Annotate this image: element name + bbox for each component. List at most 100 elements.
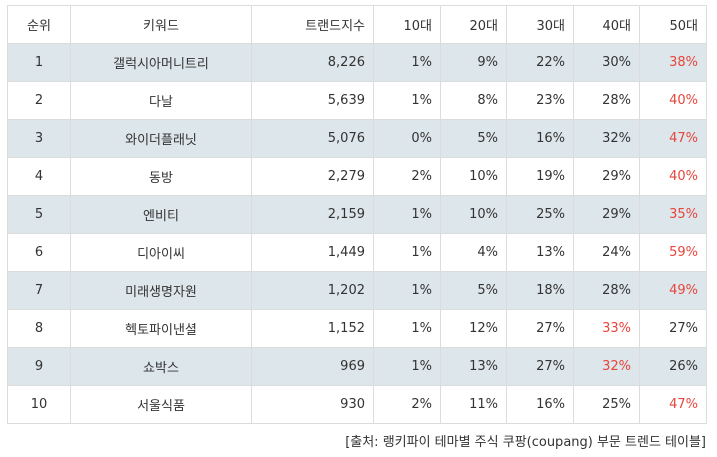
cell-age-30s: 25% [506,195,574,234]
cell-keyword: 엔비티 [70,195,252,234]
cell-age-20s: 13% [440,347,507,386]
cell-rank: 1 [7,43,71,82]
cell-age-50s: 49% [639,271,707,310]
cell-keyword: 미래생명자원 [70,271,252,310]
cell-age-10s: 1% [373,81,441,120]
cell-age-50s: 27% [639,309,707,348]
cell-age-30s: 27% [506,347,574,386]
cell-keyword: 디아이씨 [70,233,252,272]
cell-rank: 9 [7,347,71,386]
cell-age-50s: 59% [639,233,707,272]
cell-age-10s: 1% [373,271,441,310]
cell-age-50s: 26% [639,347,707,386]
cell-age-30s: 18% [506,271,574,310]
cell-age-10s: 0% [373,119,441,158]
cell-rank: 4 [7,157,71,196]
cell-age-50s: 40% [639,157,707,196]
cell-age-10s: 2% [373,157,441,196]
header-age-10s: 10대 [373,5,441,44]
cell-age-20s: 5% [440,271,507,310]
cell-age-20s: 10% [440,195,507,234]
cell-rank: 6 [7,233,71,272]
cell-trend-index: 5,076 [251,119,374,158]
cell-rank: 7 [7,271,71,310]
cell-age-20s: 8% [440,81,507,120]
table-row: 5 엔비티 2,159 1% 10% 25% 29% 35% [7,195,707,234]
table-row: 2 다날 5,639 1% 8% 23% 28% 40% [7,81,707,120]
header-row: 순위 키워드 트랜드지수 10대 20대 30대 40대 50대 [7,5,707,44]
cell-keyword: 다날 [70,81,252,120]
cell-rank: 2 [7,81,71,120]
cell-age-10s: 1% [373,195,441,234]
cell-age-30s: 27% [506,309,574,348]
cell-rank: 8 [7,309,71,348]
cell-age-10s: 1% [373,43,441,82]
cell-age-30s: 19% [506,157,574,196]
header-age-40s: 40대 [573,5,640,44]
cell-trend-index: 2,159 [251,195,374,234]
cell-age-20s: 10% [440,157,507,196]
cell-trend-index: 1,202 [251,271,374,310]
cell-rank: 3 [7,119,71,158]
table-header: 순위 키워드 트랜드지수 10대 20대 30대 40대 50대 [7,5,707,44]
cell-age-40s: 29% [573,157,640,196]
cell-age-10s: 1% [373,309,441,348]
cell-age-50s: 47% [639,119,707,158]
table-body: 1 갤럭시아머니트리 8,226 1% 9% 22% 30% 38% 2 다날 5,639 1% 8% 2… [7,43,707,424]
header-age-30s: 30대 [506,5,574,44]
cell-age-40s: 33% [573,309,640,348]
cell-age-10s: 1% [373,347,441,386]
cell-age-30s: 13% [506,233,574,272]
cell-keyword: 헥토파이낸셜 [70,309,252,348]
cell-age-20s: 12% [440,309,507,348]
table-row: 9 쇼박스 969 1% 13% 27% 32% 26% [7,347,707,386]
cell-age-40s: 32% [573,119,640,158]
cell-age-10s: 2% [373,385,441,424]
cell-age-20s: 5% [440,119,507,158]
cell-age-40s: 29% [573,195,640,234]
cell-age-50s: 38% [639,43,707,82]
cell-age-50s: 47% [639,385,707,424]
cell-trend-index: 5,639 [251,81,374,120]
cell-age-40s: 24% [573,233,640,272]
cell-rank: 10 [7,385,71,424]
table-row: 8 헥토파이낸셜 1,152 1% 12% 27% 33% 27% [7,309,707,348]
table-row: 1 갤럭시아머니트리 8,226 1% 9% 22% 30% 38% [7,43,707,82]
header-rank: 순위 [7,5,71,44]
trend-table: 순위 키워드 트랜드지수 10대 20대 30대 40대 50대 1 갤럭시아머니… [7,5,707,424]
cell-keyword: 동방 [70,157,252,196]
table-row: 7 미래생명자원 1,202 1% 5% 18% 28% 49% [7,271,707,310]
cell-age-20s: 11% [440,385,507,424]
source-caption: [출처: 랭키파이 테마별 주식 쿠팡(coupang) 부문 트렌드 테이블] [345,435,706,450]
cell-trend-index: 930 [251,385,374,424]
table-row: 10 서울식품 930 2% 11% 16% 25% 47% [7,385,707,424]
cell-age-20s: 9% [440,43,507,82]
cell-age-50s: 40% [639,81,707,120]
cell-age-40s: 25% [573,385,640,424]
cell-rank: 5 [7,195,71,234]
cell-keyword: 쇼박스 [70,347,252,386]
cell-trend-index: 1,449 [251,233,374,272]
cell-age-40s: 28% [573,81,640,120]
header-age-50s: 50대 [639,5,707,44]
header-age-20s: 20대 [440,5,507,44]
table-row: 3 와이더플래닛 5,076 0% 5% 16% 32% 47% [7,119,707,158]
cell-trend-index: 969 [251,347,374,386]
header-keyword: 키워드 [70,5,252,44]
table-row: 4 동방 2,279 2% 10% 19% 29% 40% [7,157,707,196]
cell-age-10s: 1% [373,233,441,272]
cell-keyword: 갤럭시아머니트리 [70,43,252,82]
cell-age-30s: 22% [506,43,574,82]
cell-trend-index: 1,152 [251,309,374,348]
cell-age-40s: 32% [573,347,640,386]
cell-keyword: 서울식품 [70,385,252,424]
cell-age-30s: 16% [506,385,574,424]
cell-age-40s: 30% [573,43,640,82]
cell-trend-index: 8,226 [251,43,374,82]
cell-age-50s: 35% [639,195,707,234]
cell-age-30s: 16% [506,119,574,158]
header-trend-index: 트랜드지수 [251,5,374,44]
table-row: 6 디아이씨 1,449 1% 4% 13% 24% 59% [7,233,707,272]
cell-age-30s: 23% [506,81,574,120]
